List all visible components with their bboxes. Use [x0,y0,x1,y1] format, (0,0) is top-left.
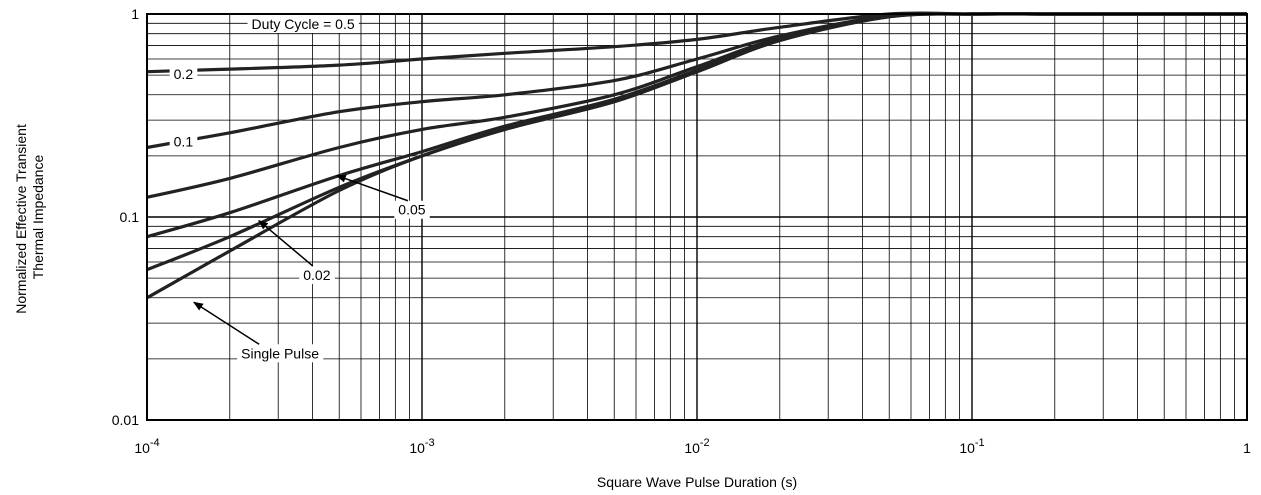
curve-label-arrow [192,301,260,345]
x-tick-labels: 10-4 10-3 10-2 10-1 1 [134,437,1251,456]
x-tick-label: 1 [1243,440,1251,456]
curve-label-text: 0.02 [303,267,330,283]
curve-label-bg [247,14,359,33]
curve-label-0: Duty Cycle = 0.5 [247,14,359,33]
y-tick-label: 1 [131,6,139,22]
curve-label-text: Duty Cycle = 0.5 [252,16,355,32]
curve-label-arrow [335,174,409,202]
x-tick-label: 10-4 [134,437,159,456]
y-tick-label: 0.01 [112,412,139,428]
curve-label-1: 0.2 [169,64,198,83]
curve-label-bg [169,132,198,151]
curve-label-text: 0.1 [174,134,194,150]
plot-frame [146,13,1248,421]
x-tick-label: 10-3 [409,437,434,456]
curve-label-4: 0.02 [258,219,335,285]
curve-label-bg [237,344,324,363]
y-axis-label-line-1: Normalized Effective Transient [13,124,29,314]
x-tick-label: 10-2 [684,437,709,456]
curve-label-text: 0.2 [174,66,194,82]
x-tick-label: 10-1 [959,437,984,456]
curve-label-bg [394,200,430,219]
curve-labels: Duty Cycle = 0.5 0.2 0.1 0.05 0.02 Single Pul… [169,14,430,363]
y-tick-label: 0.1 [120,209,140,225]
curve-label-bg [299,266,335,285]
y-axis-label-line-2: Thermal Impedance [30,155,46,280]
curve-label-text: Single Pulse [241,345,319,361]
y-tick-labels: 1 0.1 0.01 [112,6,139,428]
curve-label-text: 0.05 [398,202,425,218]
curve-label-3: 0.05 [335,174,430,219]
curve-label-bg [169,64,198,83]
y-axis-label: Normalized Effective Transient Thermal I… [13,120,46,314]
x-axis-label: Square Wave Pulse Duration (s) [597,474,797,490]
curve-label-2: 0.1 [169,132,198,151]
curve-label-arrow [258,219,314,267]
curve-label-5: Single Pulse [192,301,324,363]
